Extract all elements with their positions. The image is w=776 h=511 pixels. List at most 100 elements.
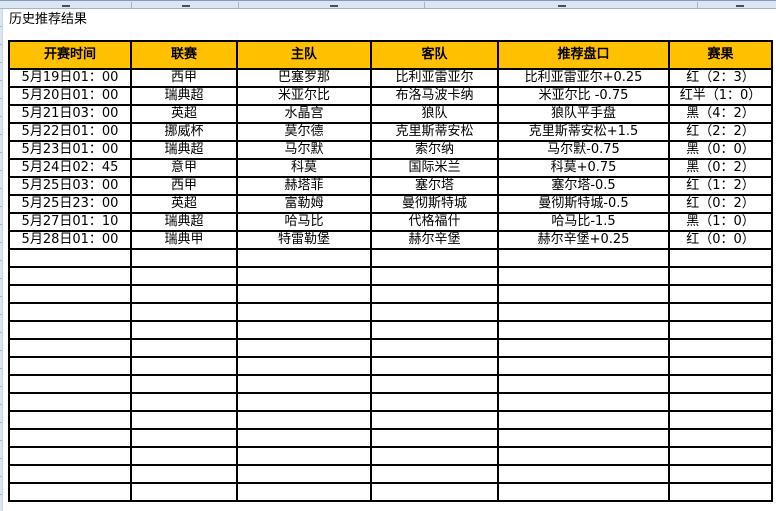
empty-cell[interactable] <box>236 266 372 286</box>
cell-result[interactable]: 红（0：2） <box>668 194 773 214</box>
cell-handicap[interactable]: 马尔默-0.75 <box>497 140 670 160</box>
cell-home[interactable]: 哈马比 <box>236 212 372 232</box>
empty-cell[interactable] <box>668 338 773 358</box>
cell-time[interactable]: 5月23日01：00 <box>8 140 132 160</box>
empty-cell[interactable] <box>8 284 132 304</box>
cell-home[interactable]: 莫尔德 <box>236 122 372 142</box>
cell-home[interactable]: 马尔默 <box>236 140 372 160</box>
empty-cell[interactable] <box>497 392 670 412</box>
cell-result[interactable]: 红（1：2） <box>668 176 773 196</box>
empty-cell[interactable] <box>370 482 499 502</box>
empty-cell[interactable] <box>8 338 132 358</box>
cell-away[interactable]: 国际米兰 <box>370 158 499 178</box>
cell-league[interactable]: 挪威杯 <box>130 122 238 142</box>
cell-home[interactable]: 富勒姆 <box>236 194 372 214</box>
cell-result[interactable]: 红（0：0） <box>668 230 773 250</box>
cell-time[interactable]: 5月19日01：00 <box>8 68 132 88</box>
cell-handicap[interactable]: 哈马比-1.5 <box>497 212 670 232</box>
cell-home[interactable]: 特雷勒堡 <box>236 230 372 250</box>
empty-cell[interactable] <box>236 374 372 394</box>
empty-cell[interactable] <box>236 392 372 412</box>
cell-league[interactable]: 意甲 <box>130 158 238 178</box>
cell-time[interactable]: 5月27日01：10 <box>8 212 132 232</box>
empty-cell[interactable] <box>668 446 773 466</box>
cell-home[interactable]: 米亚尔比 <box>236 86 372 106</box>
empty-cell[interactable] <box>130 392 238 412</box>
cell-away[interactable]: 塞尔塔 <box>370 176 499 196</box>
empty-cell[interactable] <box>8 248 132 268</box>
empty-cell[interactable] <box>497 338 670 358</box>
cell-handicap[interactable]: 米亚尔比 -0.75 <box>497 86 670 106</box>
cell-away[interactable]: 比利亚雷亚尔 <box>370 68 499 88</box>
empty-cell[interactable] <box>8 410 132 430</box>
cell-handicap[interactable]: 赫尔辛堡+0.25 <box>497 230 670 250</box>
empty-cell[interactable] <box>130 302 238 322</box>
empty-cell[interactable] <box>497 410 670 430</box>
empty-cell[interactable] <box>130 320 238 340</box>
cell-handicap[interactable]: 曼彻斯特城-0.5 <box>497 194 670 214</box>
cell-home[interactable]: 科莫 <box>236 158 372 178</box>
header-result[interactable]: 赛果 <box>668 40 773 70</box>
empty-cell[interactable] <box>8 356 132 376</box>
empty-cell[interactable] <box>8 464 132 484</box>
empty-cell[interactable] <box>8 428 132 448</box>
empty-cell[interactable] <box>497 284 670 304</box>
cell-result[interactable]: 黑（1：0） <box>668 212 773 232</box>
cell-league[interactable]: 瑞典甲 <box>130 230 238 250</box>
empty-cell[interactable] <box>497 464 670 484</box>
empty-cell[interactable] <box>370 446 499 466</box>
empty-cell[interactable] <box>370 356 499 376</box>
empty-cell[interactable] <box>497 428 670 448</box>
empty-cell[interactable] <box>8 392 132 412</box>
cell-away[interactable]: 克里斯蒂安松 <box>370 122 499 142</box>
empty-cell[interactable] <box>668 266 773 286</box>
cell-result[interactable]: 黑（4：2） <box>668 104 773 124</box>
empty-cell[interactable] <box>497 302 670 322</box>
cell-league[interactable]: 西甲 <box>130 176 238 196</box>
cell-away[interactable]: 索尔纳 <box>370 140 499 160</box>
empty-cell[interactable] <box>236 464 372 484</box>
cell-league[interactable]: 瑞典超 <box>130 86 238 106</box>
empty-cell[interactable] <box>236 356 372 376</box>
cell-result[interactable]: 黑（0：2） <box>668 158 773 178</box>
sheet-title[interactable]: 历史推荐结果 <box>9 12 88 27</box>
empty-cell[interactable] <box>370 302 499 322</box>
header-away-team[interactable]: 客队 <box>370 40 499 70</box>
empty-cell[interactable] <box>130 482 238 502</box>
empty-cell[interactable] <box>668 410 773 430</box>
empty-cell[interactable] <box>130 428 238 448</box>
header-league[interactable]: 联赛 <box>130 40 238 70</box>
cell-result[interactable]: 红（2：3） <box>668 68 773 88</box>
cell-league[interactable]: 瑞典超 <box>130 140 238 160</box>
cell-handicap[interactable]: 克里斯蒂安松+1.5 <box>497 122 670 142</box>
cell-league[interactable]: 英超 <box>130 194 238 214</box>
cell-handicap[interactable]: 科莫+0.75 <box>497 158 670 178</box>
empty-cell[interactable] <box>497 248 670 268</box>
empty-cell[interactable] <box>236 482 372 502</box>
empty-cell[interactable] <box>497 446 670 466</box>
empty-cell[interactable] <box>8 446 132 466</box>
empty-cell[interactable] <box>370 428 499 448</box>
empty-cell[interactable] <box>370 338 499 358</box>
header-handicap[interactable]: 推荐盘口 <box>497 40 670 70</box>
cell-result[interactable]: 红（2：2） <box>668 122 773 142</box>
empty-cell[interactable] <box>370 392 499 412</box>
empty-cell[interactable] <box>236 302 372 322</box>
cell-time[interactable]: 5月25日23：00 <box>8 194 132 214</box>
empty-cell[interactable] <box>497 266 670 286</box>
empty-cell[interactable] <box>668 302 773 322</box>
empty-cell[interactable] <box>236 428 372 448</box>
empty-cell[interactable] <box>236 338 372 358</box>
cell-result[interactable]: 黑（0：0） <box>668 140 773 160</box>
cell-league[interactable]: 瑞典超 <box>130 212 238 232</box>
empty-cell[interactable] <box>668 374 773 394</box>
empty-cell[interactable] <box>668 464 773 484</box>
header-start-time[interactable]: 开赛时间 <box>8 40 132 70</box>
cell-home[interactable]: 水晶宫 <box>236 104 372 124</box>
empty-cell[interactable] <box>668 284 773 304</box>
empty-cell[interactable] <box>668 248 773 268</box>
empty-cell[interactable] <box>370 266 499 286</box>
empty-cell[interactable] <box>497 356 670 376</box>
empty-cell[interactable] <box>236 446 372 466</box>
empty-cell[interactable] <box>236 320 372 340</box>
